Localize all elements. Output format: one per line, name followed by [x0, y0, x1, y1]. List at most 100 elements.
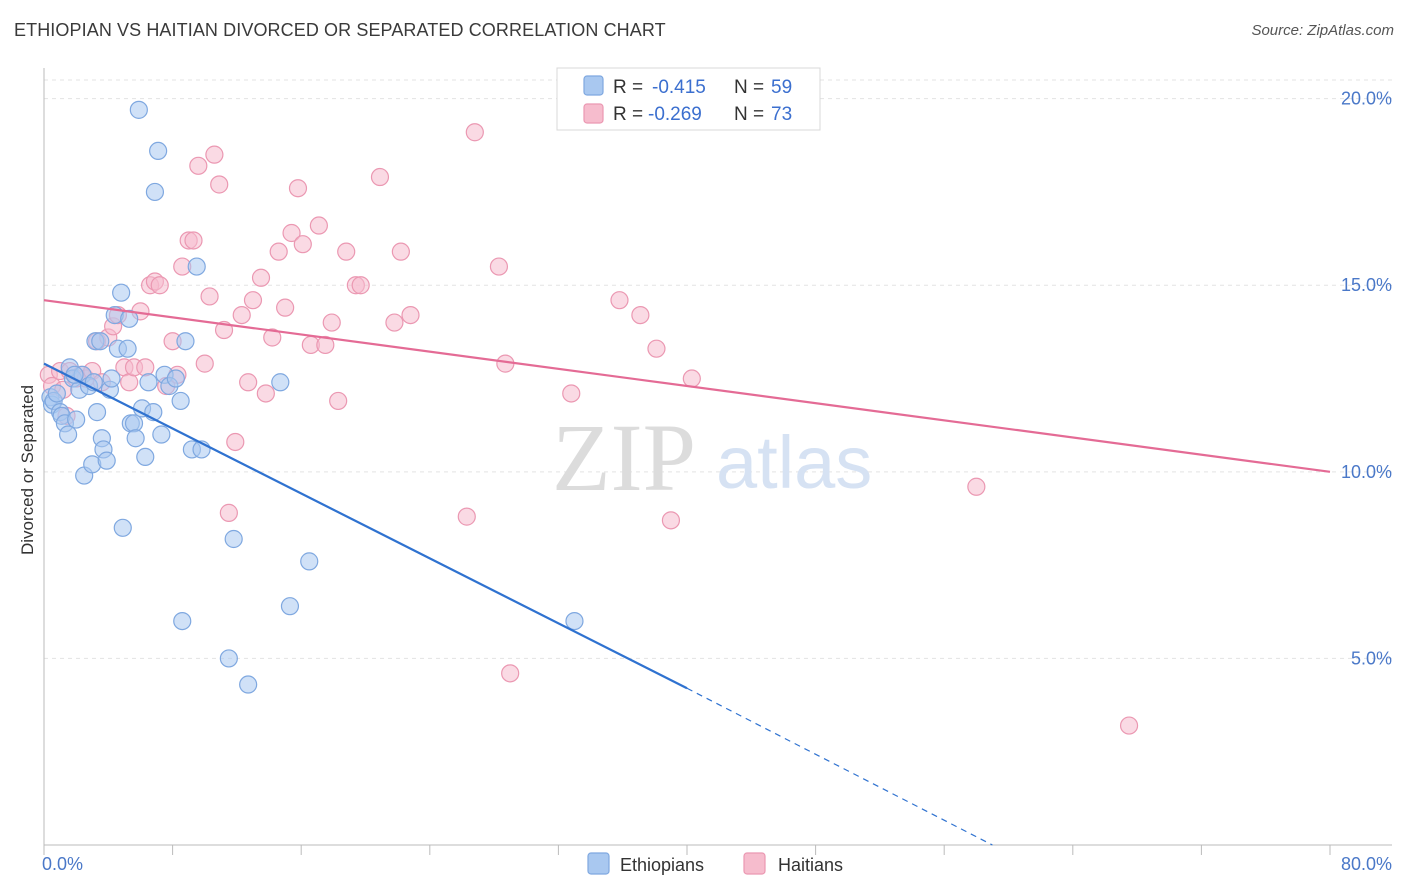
gridlines — [44, 79, 1392, 659]
ethiopians-point — [187, 257, 206, 276]
haitians-point — [276, 298, 295, 317]
haitians-point — [251, 268, 271, 287]
ethiopians-point — [97, 451, 116, 470]
haitians-point — [631, 305, 650, 325]
haitians-point — [200, 287, 219, 306]
ethiopians-point — [171, 391, 190, 411]
ethiopians-point — [129, 100, 148, 119]
ethiopians-point — [118, 339, 137, 358]
y-tick-label: 5.0% — [1351, 648, 1392, 668]
bottom-legend-swatch-ethiopians — [587, 852, 610, 875]
ethiopians-point — [173, 611, 192, 631]
legend-n-label-haitians: N = — [734, 104, 764, 125]
ethiopians-points — [41, 100, 584, 694]
chart-title: ETHIOPIAN VS HAITIAN DIVORCED OR SEPARAT… — [14, 20, 666, 40]
haitians-point — [282, 223, 301, 243]
legend-r-label-haitians: R = — [613, 104, 643, 125]
legend-n-value-haitians: 73 — [771, 104, 792, 125]
haitians-point — [329, 391, 348, 411]
ethiopians-point — [280, 597, 300, 616]
haitians-point — [337, 242, 356, 261]
legend-n-value-ethiopians: 59 — [771, 77, 792, 98]
ethiopians-point — [152, 425, 171, 444]
ethiopians-point — [139, 373, 158, 392]
correlation-legend: R = -0.415 N = 59 R = -0.269 N = 73 — [556, 67, 821, 131]
x-tick-label-min: 0.0% — [42, 854, 83, 874]
x-axis-ticks — [43, 845, 1331, 855]
series-legend: Ethiopians Haitians — [587, 852, 843, 875]
haitians-point — [391, 242, 410, 261]
ethiopians-point — [145, 182, 165, 202]
haitians-point — [263, 328, 282, 347]
haitians-point — [465, 123, 484, 142]
haitians-point — [189, 156, 208, 175]
haitians-point — [210, 175, 229, 194]
haitians-point — [239, 373, 258, 392]
haitians-point — [385, 313, 404, 332]
ethiopians-trend-line — [43, 362, 688, 690]
haitians-point — [256, 384, 275, 403]
haitians-point — [316, 335, 335, 355]
ethiopians-point — [176, 332, 195, 351]
ethiopians-point — [126, 429, 145, 448]
ethiopians-point — [565, 611, 584, 631]
haitians-point — [489, 257, 509, 276]
ethiopians-point — [219, 649, 238, 668]
legend-r-value-haitians: -0.269 — [648, 104, 702, 125]
ethiopians-point — [239, 675, 258, 694]
haitians-point — [501, 664, 520, 683]
ethiopians-point — [271, 373, 290, 392]
y-tick-label: 15.0% — [1341, 275, 1392, 295]
ethiopians-point — [120, 309, 139, 328]
haitians-point — [205, 145, 224, 164]
haitians-point — [232, 305, 251, 325]
ethiopians-point — [166, 369, 185, 388]
haitians-point — [243, 291, 263, 310]
legend-r-label-ethiopians: R = — [613, 77, 643, 98]
haitians-point — [401, 305, 420, 325]
legend-n-label-ethiopians: N = — [734, 77, 764, 98]
ethiopians-point — [136, 447, 155, 467]
y-axis-title: Divorced or Separated — [18, 385, 37, 555]
ethiopians-point — [59, 425, 78, 444]
ethiopians-trend-extension — [686, 687, 993, 846]
haitians-point — [150, 276, 169, 295]
ethiopians-point — [47, 384, 66, 403]
ethiopians-point — [113, 518, 132, 537]
haitians-point — [269, 242, 288, 261]
haitians-point — [184, 231, 203, 250]
y-tick-label: 10.0% — [1341, 462, 1392, 482]
legend-swatch-haitians — [583, 103, 604, 124]
watermark-zip: ZIP — [552, 404, 696, 511]
haitians-point — [661, 511, 681, 530]
haitians-point — [226, 432, 245, 452]
haitians-point — [457, 507, 476, 526]
haitians-point — [562, 384, 581, 403]
haitians-point — [610, 291, 629, 310]
bottom-legend-swatch-haitians — [743, 852, 766, 875]
ethiopians-point — [67, 410, 86, 429]
ethiopians-point — [300, 552, 319, 571]
x-tick-label-max: 80.0% — [1341, 854, 1392, 874]
source-label: Source: ZipAtlas.com — [1251, 22, 1394, 39]
ethiopians-point — [224, 529, 243, 549]
haitians-point — [309, 216, 328, 235]
haitians-point — [1119, 716, 1139, 735]
watermark-atlas: atlas — [716, 421, 872, 504]
ethiopians-point — [149, 141, 168, 161]
haitians-point — [682, 369, 701, 388]
haitians-point — [967, 477, 986, 496]
haitians-point — [293, 235, 312, 254]
ethiopians-point — [124, 414, 144, 433]
ethiopians-point — [112, 283, 131, 302]
haitians-point — [370, 167, 390, 187]
bottom-legend-label-ethiopians: Ethiopians — [620, 855, 704, 875]
haitians-point — [351, 276, 370, 295]
y-axis-tick-labels: 5.0% 10.0% 15.0% 20.0% — [1341, 89, 1392, 669]
ethiopians-point — [87, 403, 107, 422]
haitians-point — [136, 358, 155, 377]
haitians-trend-line — [43, 299, 1331, 473]
legend-swatch-ethiopians — [583, 75, 604, 96]
haitians-point — [219, 503, 238, 522]
